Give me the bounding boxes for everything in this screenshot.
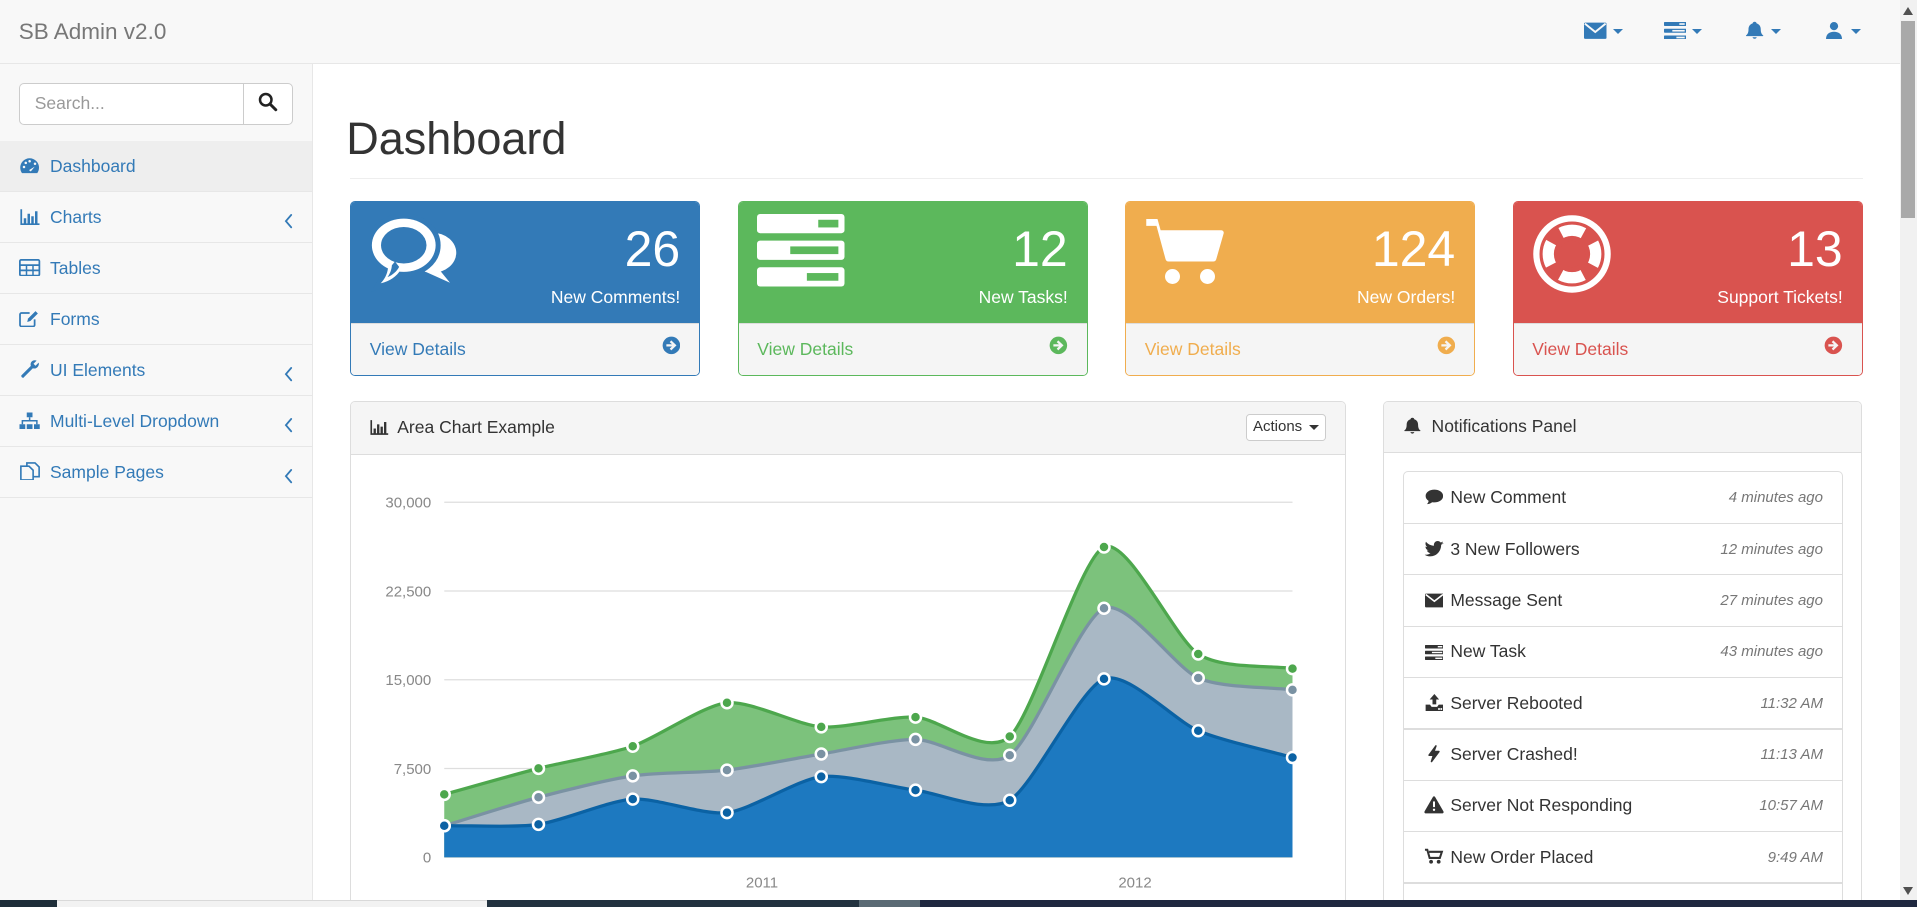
svg-text:15,000: 15,000 xyxy=(385,672,431,689)
svg-text:2011: 2011 xyxy=(746,874,778,891)
svg-text:0: 0 xyxy=(423,849,431,866)
svg-text:2012: 2012 xyxy=(1118,874,1151,891)
svg-text:30,000: 30,000 xyxy=(385,494,431,511)
svg-text:22,500: 22,500 xyxy=(385,583,431,600)
svg-text:7,500: 7,500 xyxy=(393,760,431,777)
